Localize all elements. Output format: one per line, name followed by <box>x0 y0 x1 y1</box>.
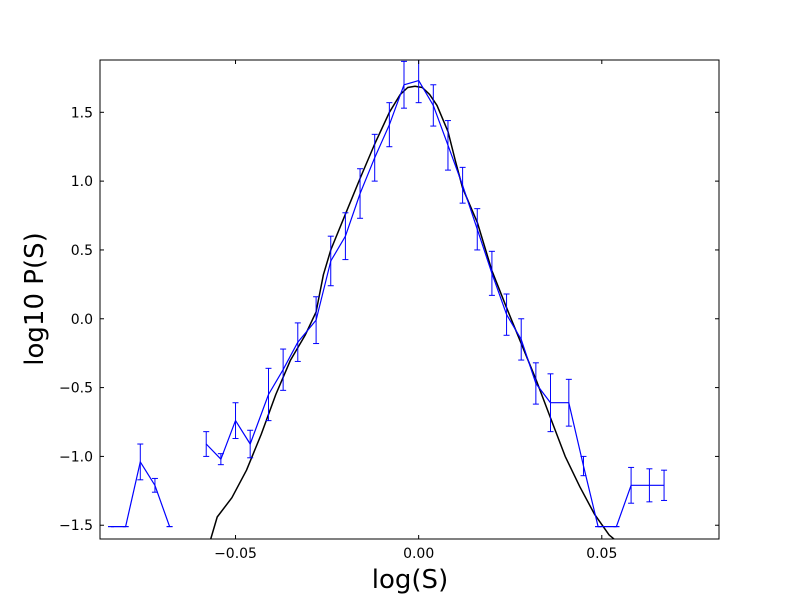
axis-ticks: −0.05 0.00 0.05 −1.5 −1.0 −0.5 0.0 0.5 1.0 1.5 <box>59 60 719 562</box>
x-axis-label: log(S) <box>372 565 448 595</box>
y-tick-label: 1.0 <box>71 174 93 190</box>
errorbar-series-line <box>205 79 665 528</box>
y-tick-label: −0.5 <box>59 381 93 397</box>
x-tick-label: −0.05 <box>214 546 257 562</box>
y-axis-label: log10 P(S) <box>20 232 50 365</box>
axes-frame <box>99 59 720 540</box>
y-tick-label: 1.5 <box>71 105 93 121</box>
plot-area <box>107 60 668 539</box>
y-tick-label: −1.0 <box>59 449 93 465</box>
y-tick-label: 0.0 <box>71 312 93 328</box>
series-line-0 <box>209 85 616 539</box>
x-tick-label: 0.05 <box>586 546 617 562</box>
y-tick-label: 0.5 <box>71 243 93 259</box>
x-tick-label: 0.00 <box>403 546 434 562</box>
y-tick-label: −1.5 <box>59 518 93 534</box>
